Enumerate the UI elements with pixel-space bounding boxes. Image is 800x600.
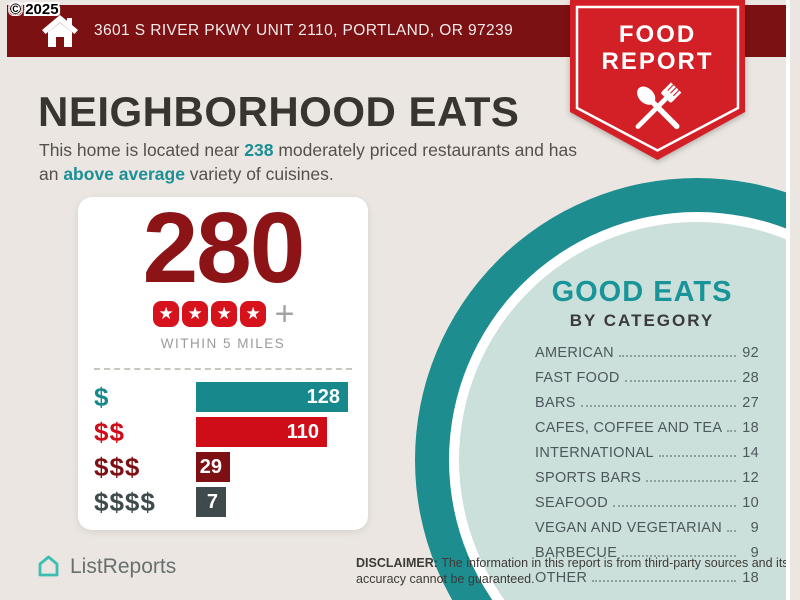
category-value: 18	[742, 420, 759, 436]
ribbon-line2: REPORT	[601, 48, 713, 75]
category-row: AMERICAN 92	[535, 345, 759, 370]
category-value: 9	[750, 545, 759, 561]
dotted-leader	[624, 380, 736, 382]
price-bar-row: $$$$ 7	[94, 487, 368, 517]
dotted-leader	[727, 430, 736, 432]
subtitle-post: variety of cuisines.	[184, 163, 334, 184]
price-bar-value: 110	[286, 420, 319, 443]
star-icon: ★	[240, 301, 267, 327]
spoon-fork-icon	[635, 82, 682, 130]
dotted-leader	[618, 355, 736, 357]
category-value: 92	[742, 345, 759, 361]
category-row: FAST FOOD 28	[535, 370, 759, 395]
price-bar-row: $$ 110	[94, 417, 368, 447]
price-bar: 29	[196, 452, 230, 482]
listreports-brand: ListReports	[35, 553, 176, 580]
ribbon-line1: FOOD	[619, 21, 696, 48]
dotted-leader	[592, 580, 736, 582]
listreports-brand-name: ListReports	[70, 554, 177, 578]
category-value: 12	[742, 470, 759, 486]
property-address: 3601 S RIVER PKWY UNIT 2110, PORTLAND, O…	[94, 22, 514, 39]
star-icon: ★	[211, 301, 238, 327]
dotted-leader	[646, 480, 736, 482]
dotted-leader	[580, 405, 736, 407]
star-icon: ★	[153, 301, 180, 327]
category-row: INTERNATIONAL 14	[535, 445, 759, 470]
dotted-leader	[658, 455, 736, 457]
disclaimer-text: The information in this report is from t…	[356, 556, 789, 587]
listreports-logo-icon	[38, 555, 59, 577]
home-icon	[42, 15, 78, 47]
plus-icon: +	[274, 295, 295, 333]
category-value: 14	[742, 445, 759, 461]
dotted-leader	[613, 505, 736, 507]
category-row: SEAFOOD 10	[535, 495, 759, 520]
category-value: 18	[742, 570, 759, 586]
category-row: CAFES, COFFEE AND TEA 18	[535, 420, 759, 445]
price-tier-label: $	[94, 381, 110, 412]
page-title: NEIGHBORHOOD EATS	[38, 88, 520, 135]
price-tier-label: $$$$	[94, 486, 156, 517]
category-label: VEGAN AND VEGETARIAN	[535, 520, 723, 536]
price-bar-value: 29	[199, 455, 222, 478]
category-row: SPORTS BARS 12	[535, 470, 759, 495]
category-row: VEGAN AND VEGETARIAN 9	[535, 520, 759, 545]
disclaimer-label: DISCLAIMER:	[356, 556, 438, 570]
price-bar-value: 7	[206, 490, 218, 513]
price-bar: 7	[196, 487, 226, 517]
category-row: OTHER 18	[535, 570, 759, 595]
category-row: BARS 27	[535, 395, 759, 420]
disclaimer: DISCLAIMER: The information in this repo…	[356, 555, 789, 588]
category-value: 27	[742, 395, 759, 411]
category-list: AMERICAN 92 FAST FOOD 28 BARS 27 CAFES, COFFEE…	[535, 345, 759, 595]
category-label: AMERICAN	[535, 345, 614, 361]
good-eats-panel: GOOD EATS BY CATEGORY AMERICAN 92 FAST FOO…	[517, 276, 767, 595]
category-label: BARS	[535, 395, 576, 411]
good-eats-title: GOOD EATS	[551, 276, 733, 308]
summary-card: 280 ★ ★ ★ ★ + WITHIN 5 MILES $128 $$ 110 $$$ 29 $…	[78, 197, 368, 530]
price-bar-value: 128	[306, 385, 340, 408]
radius-label: WITHIN 5 MILES	[160, 336, 286, 351]
category-label: OTHER	[535, 570, 588, 586]
category-label: SEAFOOD	[535, 495, 608, 511]
dotted-leader	[727, 530, 736, 532]
price-bar: 110	[196, 417, 327, 447]
good-eats-subtitle: BY CATEGORY	[569, 311, 715, 330]
price-bars: $128 $$ 110 $$$ 29 $$$$ 7	[78, 382, 368, 517]
category-label: BARBECUE	[535, 545, 618, 561]
star-icon: ★	[182, 301, 209, 327]
category-row: BARBECUE 9	[535, 545, 759, 570]
category-label: FAST FOOD	[535, 370, 620, 386]
price-tier-label: $$$	[94, 451, 141, 482]
price-bar: 128	[196, 382, 348, 412]
report-canvas: 3601 S RIVER PKWY UNIT 2110, PORTLAND, O…	[7, 0, 790, 600]
restaurant-count: 238	[244, 140, 274, 160]
food-report-ribbon: FOOD REPORT	[570, 0, 745, 160]
subtitle: This home is located near 238 moderately…	[39, 139, 584, 186]
category-value: 10	[742, 495, 759, 511]
subtitle-pre: This home is located near	[39, 140, 245, 160]
star-rating: ★ ★ ★ ★ +	[78, 295, 368, 333]
variety-highlight: above average	[63, 163, 185, 184]
category-label: CAFES, COFFEE AND TEA	[535, 420, 723, 436]
subtitle-mid: moderately priced restaurants and has an	[39, 140, 577, 184]
total-restaurant-count: 280	[142, 192, 306, 304]
category-label: INTERNATIONAL	[535, 445, 654, 461]
price-bar-row: $128	[94, 382, 368, 412]
category-value: 9	[750, 520, 759, 536]
price-tier-label: $$	[94, 416, 125, 447]
price-bar-row: $$$ 29	[94, 452, 368, 482]
copyright-text: © 2025	[10, 1, 59, 18]
category-label: SPORTS BARS	[535, 470, 642, 486]
category-value: 28	[742, 370, 759, 386]
dashed-divider	[94, 368, 352, 370]
dotted-leader	[622, 555, 736, 557]
